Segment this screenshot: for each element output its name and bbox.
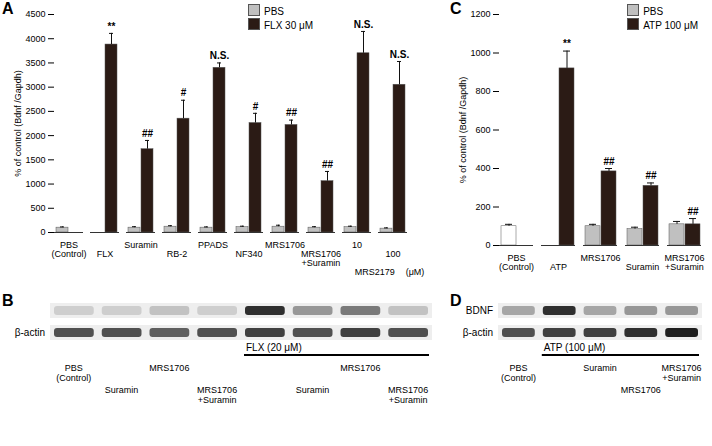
svg-text:MRS2179: MRS2179 — [355, 267, 395, 277]
svg-text:MRS1706+Suramin: MRS1706+Suramin — [388, 385, 428, 405]
svg-text:ATP: ATP — [550, 262, 567, 272]
svg-text:ATP (100 μM): ATP (100 μM) — [544, 342, 606, 353]
svg-text:400: 400 — [475, 163, 490, 173]
svg-text:FLX: FLX — [97, 249, 114, 259]
svg-text:200: 200 — [475, 202, 490, 212]
svg-text:MRS1706: MRS1706 — [580, 253, 620, 263]
svg-text:N.S.: N.S. — [210, 50, 230, 61]
html-text:FLX 30 μM: FLX 30 μM — [264, 20, 314, 31]
svg-text:1000: 1000 — [470, 48, 490, 58]
svg-text:3500: 3500 — [25, 58, 45, 68]
svg-text:#: # — [181, 87, 187, 98]
svg-text:Suramin: Suramin — [105, 385, 139, 395]
svg-text:MRS1706: MRS1706 — [340, 363, 380, 373]
svg-text:MRS1706+Suramin: MRS1706+Suramin — [197, 385, 237, 405]
svg-text:Suramin: Suramin — [583, 363, 617, 373]
svg-text:NF340: NF340 — [235, 249, 262, 259]
svg-text:2500: 2500 — [25, 106, 45, 116]
svg-text:800: 800 — [475, 86, 490, 96]
svg-text:MRS1706: MRS1706 — [621, 385, 661, 395]
svg-text:100: 100 — [385, 249, 400, 259]
svg-text:PBS(Control): PBS(Control) — [56, 363, 91, 383]
html-text:PBS: PBS — [643, 6, 664, 17]
svg-text:MRS1706+Suramin: MRS1706+Suramin — [301, 249, 341, 268]
svg-text:% of control (Bdnf /Gapdh): % of control (Bdnf /Gapdh) — [13, 70, 23, 177]
svg-text:BDNF: BDNF — [466, 305, 493, 316]
svg-text:4000: 4000 — [25, 34, 45, 44]
svg-text:N.S.: N.S. — [390, 49, 410, 60]
svg-text:##: ## — [603, 156, 615, 167]
svg-text:##: ## — [687, 206, 699, 217]
svg-text:3000: 3000 — [25, 82, 45, 92]
svg-text:2000: 2000 — [25, 130, 45, 140]
html-text:D: D — [450, 292, 462, 309]
svg-text:Suramin: Suramin — [124, 240, 158, 250]
svg-text:##: ## — [322, 159, 334, 170]
html-text:ATP 100 μM: ATP 100 μM — [643, 20, 698, 31]
svg-text:(μM): (μM) — [406, 267, 425, 277]
svg-text:PBS(Control): PBS(Control) — [51, 240, 86, 259]
svg-text:β-actin: β-actin — [463, 327, 493, 338]
svg-text:##: ## — [142, 128, 154, 139]
svg-text:**: ** — [108, 21, 116, 32]
svg-text:Suramin: Suramin — [296, 385, 330, 395]
svg-text:10: 10 — [352, 240, 362, 250]
svg-text:Suramin: Suramin — [626, 262, 660, 272]
svg-text:% of control (Bdnf /Gapdh): % of control (Bdnf /Gapdh) — [458, 77, 468, 184]
svg-text:MRS1706+Suramin: MRS1706+Suramin — [664, 253, 704, 272]
html-text:A: A — [2, 0, 14, 17]
svg-text:PPADS: PPADS — [198, 240, 228, 250]
svg-text:0: 0 — [485, 240, 490, 250]
svg-text:MRS1706: MRS1706 — [265, 240, 305, 250]
svg-text:1200: 1200 — [470, 9, 490, 19]
svg-text:##: ## — [645, 170, 657, 181]
svg-text:MRS1706+Suramin: MRS1706+Suramin — [662, 363, 702, 383]
html-text:C: C — [450, 0, 462, 17]
html-text:PBS: PBS — [264, 6, 284, 17]
svg-text:500: 500 — [30, 203, 45, 213]
svg-text:1000: 1000 — [25, 179, 45, 189]
svg-text:1500: 1500 — [25, 155, 45, 165]
svg-text:β-actin: β-actin — [15, 327, 45, 338]
svg-text:##: ## — [286, 107, 298, 118]
svg-text:600: 600 — [475, 125, 490, 135]
svg-text:MRS1706: MRS1706 — [149, 363, 189, 373]
svg-text:PBS(Control): PBS(Control) — [501, 363, 536, 383]
svg-text:RB-2: RB-2 — [167, 249, 188, 259]
svg-text:4500: 4500 — [25, 9, 45, 19]
svg-text:0: 0 — [40, 227, 45, 237]
svg-text:#: # — [253, 101, 259, 112]
svg-text:**: ** — [563, 38, 571, 49]
svg-text:N.S.: N.S. — [354, 19, 374, 30]
svg-text:PBS(Control): PBS(Control) — [499, 253, 534, 272]
svg-text:FLX (20 μM): FLX (20 μM) — [246, 342, 302, 353]
html-text:B: B — [2, 292, 14, 309]
